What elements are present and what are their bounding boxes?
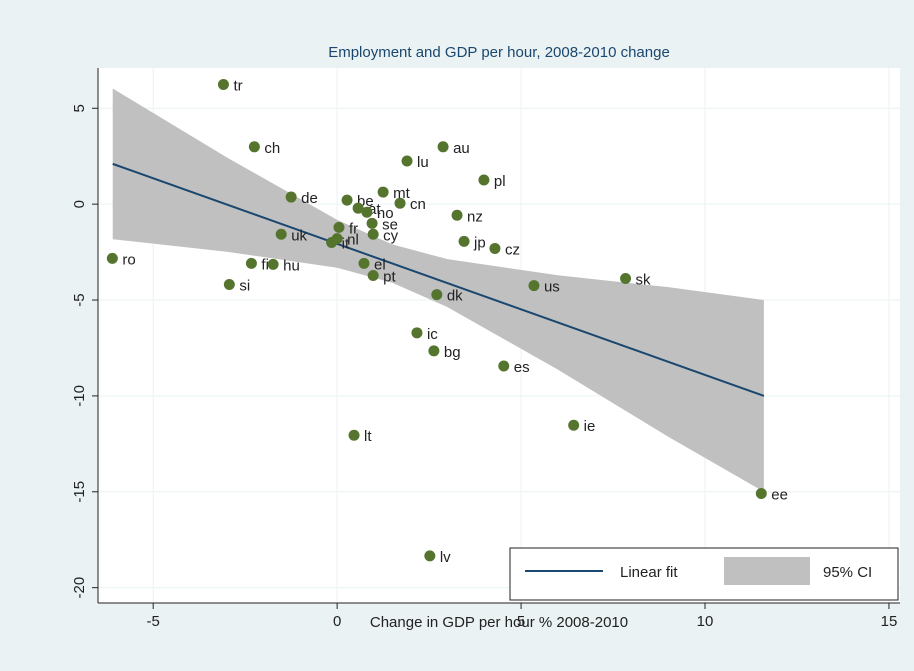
point bbox=[341, 194, 353, 206]
point-label: mt bbox=[393, 185, 410, 202]
point bbox=[245, 257, 257, 269]
y-tick-label: -10 bbox=[71, 385, 88, 407]
point bbox=[223, 278, 235, 290]
point bbox=[458, 235, 470, 247]
point bbox=[367, 269, 379, 281]
point-label: uk bbox=[291, 227, 307, 244]
point-label: jp bbox=[473, 234, 486, 251]
point bbox=[331, 233, 343, 245]
chart-title: Employment and GDP per hour, 2008-2010 c… bbox=[328, 44, 670, 61]
point bbox=[478, 174, 490, 186]
point-label: fr bbox=[349, 220, 358, 237]
point-label: fi bbox=[261, 256, 269, 273]
point bbox=[620, 273, 632, 285]
point bbox=[428, 345, 440, 357]
point bbox=[358, 257, 370, 269]
point bbox=[367, 228, 379, 240]
point-label: lt bbox=[364, 428, 372, 445]
point-label: ic bbox=[427, 326, 438, 343]
point-label: ro bbox=[122, 251, 135, 268]
point-label: se bbox=[382, 216, 398, 233]
point bbox=[489, 242, 501, 254]
legend-label: Linear fit bbox=[620, 564, 678, 581]
point bbox=[361, 206, 373, 218]
point bbox=[285, 191, 297, 203]
point bbox=[333, 221, 345, 233]
point-label: sk bbox=[636, 272, 652, 289]
point bbox=[352, 202, 364, 214]
legend-swatch bbox=[724, 557, 810, 585]
point-label: ie bbox=[584, 418, 596, 435]
point bbox=[401, 155, 413, 167]
point-label: it bbox=[342, 235, 350, 252]
point-label: cz bbox=[505, 241, 520, 258]
point bbox=[348, 429, 360, 441]
point-label: lv bbox=[440, 549, 451, 566]
point-label: us bbox=[544, 279, 560, 296]
point-label: lu bbox=[417, 154, 429, 171]
y-tick-label: 5 bbox=[71, 104, 88, 112]
point bbox=[275, 228, 287, 240]
point bbox=[366, 217, 378, 229]
point bbox=[267, 258, 279, 270]
point bbox=[451, 209, 463, 221]
point-label: cy bbox=[383, 227, 399, 244]
legend-label: 95% CI bbox=[823, 564, 872, 581]
x-tick-label: 10 bbox=[697, 613, 714, 630]
point-label: cn bbox=[410, 196, 426, 213]
point bbox=[431, 289, 443, 301]
x-tick-label: 15 bbox=[881, 613, 898, 630]
point-label: pt bbox=[383, 268, 396, 285]
x-tick-label: -5 bbox=[147, 613, 160, 630]
point bbox=[424, 550, 436, 562]
point bbox=[394, 197, 406, 209]
point bbox=[411, 327, 423, 339]
point bbox=[528, 280, 540, 292]
point bbox=[437, 141, 449, 153]
point-label: dk bbox=[447, 288, 463, 305]
point-label: nz bbox=[467, 208, 483, 225]
x-axis-title: Change in GDP per hour % 2008-2010 bbox=[370, 614, 628, 631]
point bbox=[568, 419, 580, 431]
fit-line bbox=[112, 162, 765, 397]
point-label: au bbox=[453, 140, 470, 157]
x-tick-label: 5 bbox=[517, 613, 525, 630]
point-label: si bbox=[239, 277, 250, 294]
point-label: ch bbox=[264, 140, 280, 157]
y-tick-label: -5 bbox=[71, 293, 88, 306]
point bbox=[498, 360, 510, 372]
point-label: ee bbox=[771, 487, 788, 504]
point-label: hu bbox=[283, 257, 300, 274]
y-tick-label: -15 bbox=[71, 481, 88, 503]
point-label: el bbox=[374, 256, 386, 273]
point-label: de bbox=[301, 190, 318, 207]
point bbox=[377, 186, 389, 198]
point bbox=[755, 488, 767, 500]
y-tick-label: -20 bbox=[71, 577, 88, 599]
point bbox=[217, 78, 229, 90]
point bbox=[106, 252, 118, 264]
point-label: no bbox=[377, 205, 394, 222]
legend bbox=[509, 547, 899, 601]
point-label: es bbox=[514, 359, 530, 376]
x-tick-label: 0 bbox=[333, 613, 341, 630]
point bbox=[248, 141, 260, 153]
point-label: tr bbox=[233, 77, 242, 94]
point-label: pl bbox=[494, 173, 506, 190]
y-tick-label: 0 bbox=[71, 200, 88, 208]
point-label: bg bbox=[444, 344, 461, 361]
point-label: nl bbox=[347, 232, 359, 249]
